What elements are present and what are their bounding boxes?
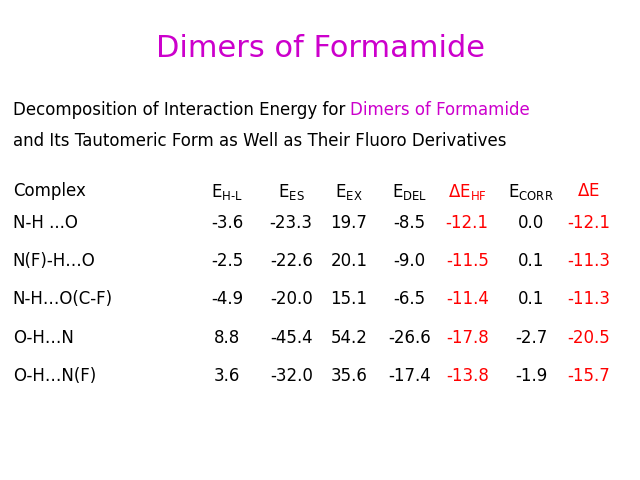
Text: -11.3: -11.3 bbox=[567, 252, 611, 270]
Text: -23.3: -23.3 bbox=[269, 214, 313, 231]
Text: -12.1: -12.1 bbox=[445, 214, 489, 231]
Text: Dimers of Formamide: Dimers of Formamide bbox=[351, 101, 530, 119]
Text: -20.0: -20.0 bbox=[270, 290, 312, 308]
Text: -8.5: -8.5 bbox=[394, 214, 426, 231]
Text: 54.2: 54.2 bbox=[330, 329, 367, 347]
Text: O-H…N: O-H…N bbox=[13, 329, 74, 347]
Text: -4.9: -4.9 bbox=[211, 290, 243, 308]
Text: Complex: Complex bbox=[13, 182, 86, 201]
Text: N-H ...O: N-H ...O bbox=[13, 214, 77, 231]
Text: 19.7: 19.7 bbox=[330, 214, 367, 231]
Text: -12.1: -12.1 bbox=[567, 214, 611, 231]
Text: -11.3: -11.3 bbox=[567, 290, 611, 308]
Text: 0.1: 0.1 bbox=[518, 290, 545, 308]
Text: -13.8: -13.8 bbox=[446, 367, 488, 385]
Text: 3.6: 3.6 bbox=[214, 367, 241, 385]
Text: N(F)-H…O: N(F)-H…O bbox=[13, 252, 95, 270]
Text: N-H…O(C-F): N-H…O(C-F) bbox=[13, 290, 113, 308]
Text: $\mathregular{E}_{\mathregular{H\text{-}L}}$: $\mathregular{E}_{\mathregular{H\text{-}… bbox=[211, 182, 243, 203]
Text: -20.5: -20.5 bbox=[568, 329, 610, 347]
Text: O-H…N(F): O-H…N(F) bbox=[13, 367, 96, 385]
Text: 0.0: 0.0 bbox=[518, 214, 545, 231]
Text: -3.6: -3.6 bbox=[211, 214, 243, 231]
Text: -2.5: -2.5 bbox=[211, 252, 243, 270]
Text: $\mathregular{E}_{\mathregular{DEL}}$: $\mathregular{E}_{\mathregular{DEL}}$ bbox=[392, 182, 428, 203]
Text: 20.1: 20.1 bbox=[330, 252, 367, 270]
Text: 0.1: 0.1 bbox=[518, 252, 545, 270]
Text: -9.0: -9.0 bbox=[394, 252, 426, 270]
Text: -26.6: -26.6 bbox=[388, 329, 431, 347]
Text: 15.1: 15.1 bbox=[330, 290, 367, 308]
Text: 8.8: 8.8 bbox=[214, 329, 241, 347]
Text: -11.4: -11.4 bbox=[446, 290, 488, 308]
Text: -45.4: -45.4 bbox=[270, 329, 312, 347]
Text: $\mathregular{E}_{\mathregular{EX}}$: $\mathregular{E}_{\mathregular{EX}}$ bbox=[335, 182, 363, 203]
Text: Decomposition of Interaction Energy for: Decomposition of Interaction Energy for bbox=[13, 101, 351, 119]
Text: -32.0: -32.0 bbox=[270, 367, 312, 385]
Text: $\mathregular{E}_{\mathregular{CORR}}$: $\mathregular{E}_{\mathregular{CORR}}$ bbox=[508, 182, 554, 203]
Text: and Its Tautomeric Form as Well as Their Fluoro Derivatives: and Its Tautomeric Form as Well as Their… bbox=[13, 132, 506, 150]
Text: -22.6: -22.6 bbox=[270, 252, 312, 270]
Text: -15.7: -15.7 bbox=[568, 367, 610, 385]
Text: -17.8: -17.8 bbox=[446, 329, 488, 347]
Text: -17.4: -17.4 bbox=[388, 367, 431, 385]
Text: -1.9: -1.9 bbox=[515, 367, 547, 385]
Text: 35.6: 35.6 bbox=[330, 367, 367, 385]
Text: -11.5: -11.5 bbox=[446, 252, 488, 270]
Text: -6.5: -6.5 bbox=[394, 290, 426, 308]
Text: $\mathregular{E}_{\mathregular{ES}}$: $\mathregular{E}_{\mathregular{ES}}$ bbox=[278, 182, 305, 203]
Text: -2.7: -2.7 bbox=[515, 329, 547, 347]
Text: Dimers of Formamide: Dimers of Formamide bbox=[156, 34, 484, 62]
Text: $\mathregular{\Delta E}_{\mathregular{HF}}$: $\mathregular{\Delta E}_{\mathregular{HF… bbox=[448, 182, 486, 203]
Text: $\mathregular{\Delta E}$: $\mathregular{\Delta E}$ bbox=[577, 182, 600, 201]
